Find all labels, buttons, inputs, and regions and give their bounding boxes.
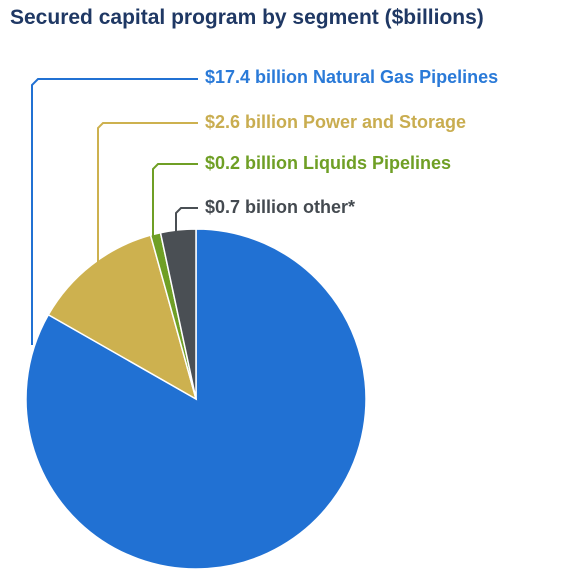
label-other: $0.7 billion other* [205, 197, 356, 217]
label-natural-gas-pipelines: $17.4 billion Natural Gas Pipelines [205, 67, 499, 87]
slice-other [159, 228, 197, 400]
leader-line-liquids-pipelines [152, 163, 198, 238]
label-liquids-pipelines: $0.2 billion Liquids Pipelines [205, 153, 452, 173]
label-power-and-storage: $2.6 billion Power and Storage [205, 112, 467, 132]
leader-line-natural-gas-pipelines [31, 78, 198, 345]
chart-title: Secured capital program by segment ($bil… [10, 6, 484, 29]
slice-power-and-storage [47, 234, 198, 401]
leader-line-power-and-storage [97, 122, 198, 262]
leader-line-other [175, 207, 198, 232]
